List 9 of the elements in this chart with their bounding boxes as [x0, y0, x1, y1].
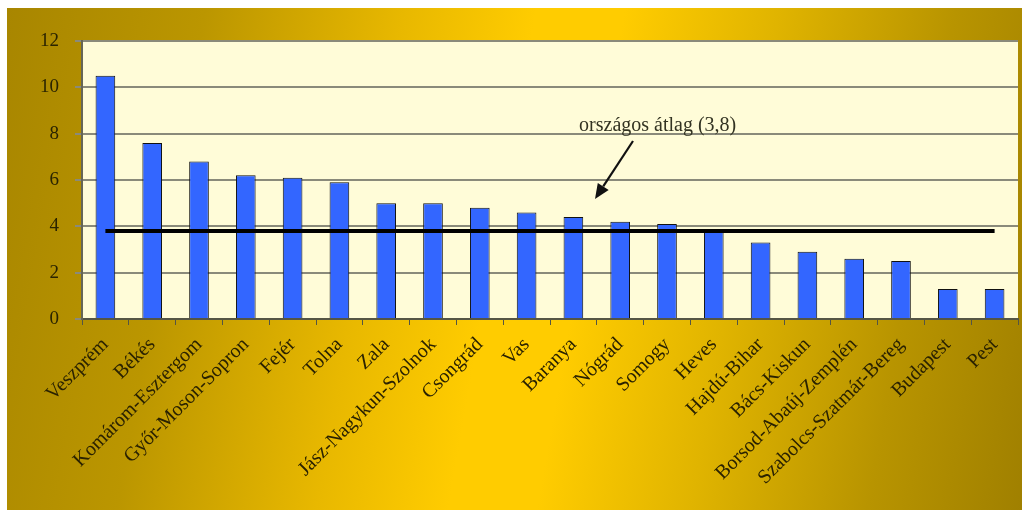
y-tick-label: 4 — [49, 214, 60, 236]
y-tick-label: 8 — [49, 121, 59, 143]
x-tick-label: Pest — [962, 332, 1002, 372]
y-tick-label: 0 — [49, 306, 59, 328]
y-tick-label: 10 — [40, 75, 59, 97]
y-tick-label: 12 — [40, 28, 59, 50]
annotation: országos átlag (3,8) — [579, 112, 737, 136]
y-tick-label: 2 — [49, 260, 59, 282]
y-tick-label: 6 — [49, 167, 59, 189]
